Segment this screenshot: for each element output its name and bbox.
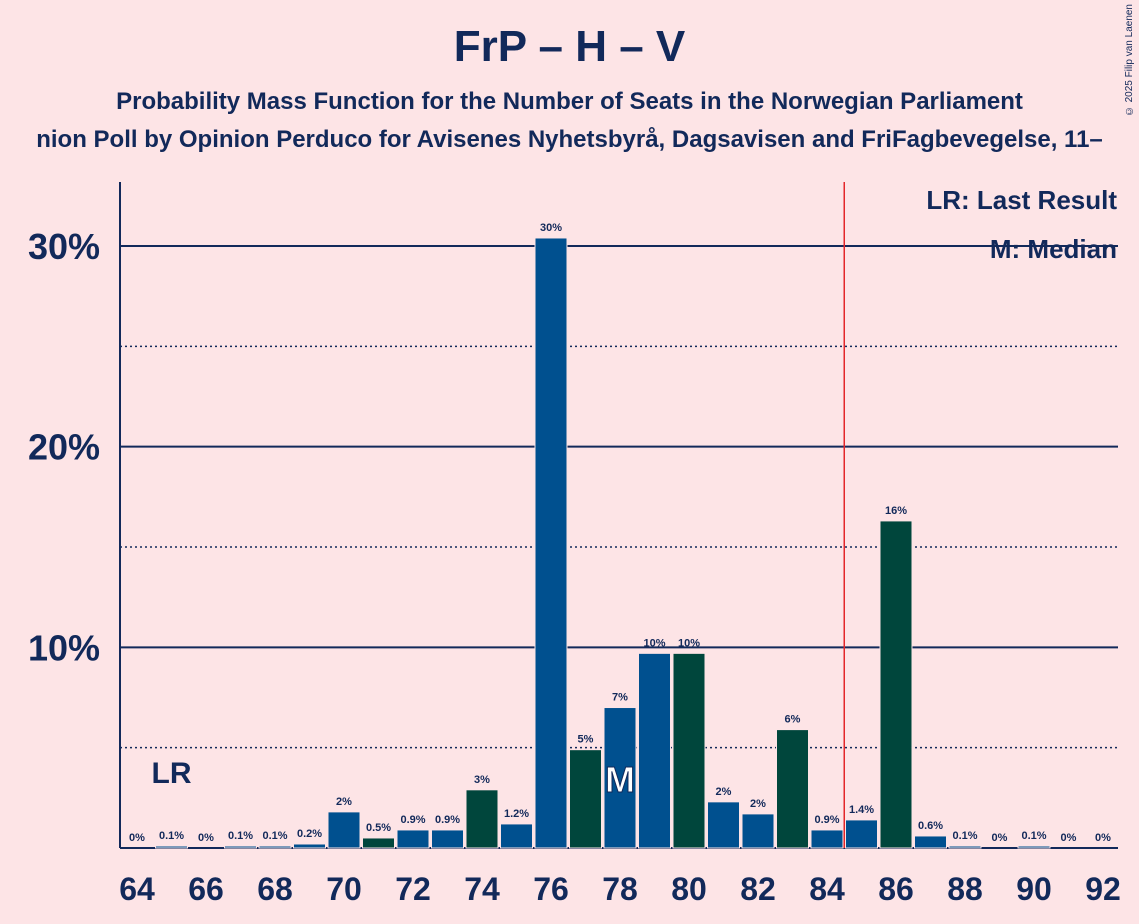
chart-subtitle: Probability Mass Function for the Number…	[116, 88, 1023, 115]
legend-last-result: LR: Last Result	[926, 185, 1117, 215]
x-tick-label: 88	[947, 871, 983, 907]
bar-86	[879, 520, 913, 849]
bar-69	[293, 843, 326, 849]
bar-80	[672, 652, 706, 849]
bar-76	[534, 237, 568, 849]
x-tick-label: 82	[740, 871, 776, 907]
bar-68	[258, 845, 292, 849]
bar-83	[776, 729, 809, 849]
bar-87	[914, 835, 947, 849]
x-tick-label: 90	[1016, 871, 1052, 907]
x-tick-label: 66	[188, 871, 224, 907]
y-tick-label: 30%	[28, 226, 100, 267]
bar-label-69: 0.2%	[297, 828, 322, 840]
bar-label-80: 10%	[678, 637, 700, 649]
bar-82	[741, 813, 775, 849]
bar-label-88: 0.1%	[952, 830, 977, 842]
median-marker: M	[605, 759, 635, 800]
y-tick-label: 20%	[28, 427, 100, 468]
x-tick-label: 84	[809, 871, 845, 907]
x-tick-label: 78	[602, 871, 638, 907]
bar-74	[465, 789, 499, 849]
bar-label-82: 2%	[750, 798, 766, 810]
bar-label-73: 0.9%	[435, 814, 460, 826]
bar-84	[810, 829, 844, 849]
bar-label-66: 0%	[198, 832, 214, 844]
bar-71	[362, 837, 395, 849]
bar-label-81: 2%	[716, 786, 732, 798]
bar-88	[948, 845, 982, 849]
x-tick-label: 72	[395, 871, 431, 907]
bar-label-75: 1.2%	[504, 808, 529, 820]
bar-label-84: 0.9%	[814, 814, 839, 826]
bar-73	[431, 829, 464, 849]
bar-label-78: 7%	[612, 692, 628, 704]
chart-subtitle-poll: nion Poll by Opinion Perduco for Avisene…	[36, 126, 1103, 153]
x-tick-label: 74	[464, 871, 500, 907]
bar-label-70: 2%	[336, 796, 352, 808]
x-tick-label: 80	[671, 871, 707, 907]
x-tick-label: 64	[119, 871, 155, 907]
x-tick-label: 70	[326, 871, 362, 907]
bar-85	[845, 819, 878, 849]
x-tick-label: 76	[533, 871, 569, 907]
bar-75	[500, 823, 533, 849]
bar-label-86: 16%	[885, 505, 907, 517]
bar-label-90: 0.1%	[1021, 830, 1046, 842]
bar-70	[327, 811, 361, 849]
bar-65	[155, 845, 188, 849]
x-tick-label: 92	[1085, 871, 1121, 907]
bar-90	[1017, 845, 1051, 849]
bar-78	[603, 707, 637, 849]
last-result-marker: LR	[152, 757, 192, 790]
bar-label-85: 1.4%	[849, 804, 874, 816]
bar-label-65: 0.1%	[159, 830, 184, 842]
bar-79	[638, 652, 671, 849]
x-tick-label: 68	[257, 871, 293, 907]
bar-label-68: 0.1%	[262, 830, 287, 842]
bar-67	[224, 845, 257, 849]
bar-81	[707, 801, 740, 849]
chart-title: FrP – H – V	[453, 22, 686, 71]
bar-label-92: 0%	[1095, 832, 1111, 844]
bar-77	[569, 749, 602, 849]
bar-label-76: 30%	[540, 222, 562, 234]
x-tick-label: 86	[878, 871, 914, 907]
legend-median: M: Median	[990, 234, 1117, 264]
bar-label-64: 0%	[129, 832, 145, 844]
bar-label-74: 3%	[474, 774, 490, 786]
bar-label-83: 6%	[785, 714, 801, 726]
bar-label-89: 0%	[992, 832, 1008, 844]
y-tick-label: 10%	[28, 627, 100, 668]
bar-label-91: 0%	[1061, 832, 1077, 844]
bar-label-72: 0.9%	[400, 814, 425, 826]
bar-label-71: 0.5%	[366, 822, 391, 834]
bar-label-79: 10%	[643, 637, 665, 649]
bar-label-77: 5%	[578, 734, 594, 746]
bar-72	[396, 829, 430, 849]
bar-label-67: 0.1%	[228, 830, 253, 842]
bar-label-87: 0.6%	[918, 820, 943, 832]
